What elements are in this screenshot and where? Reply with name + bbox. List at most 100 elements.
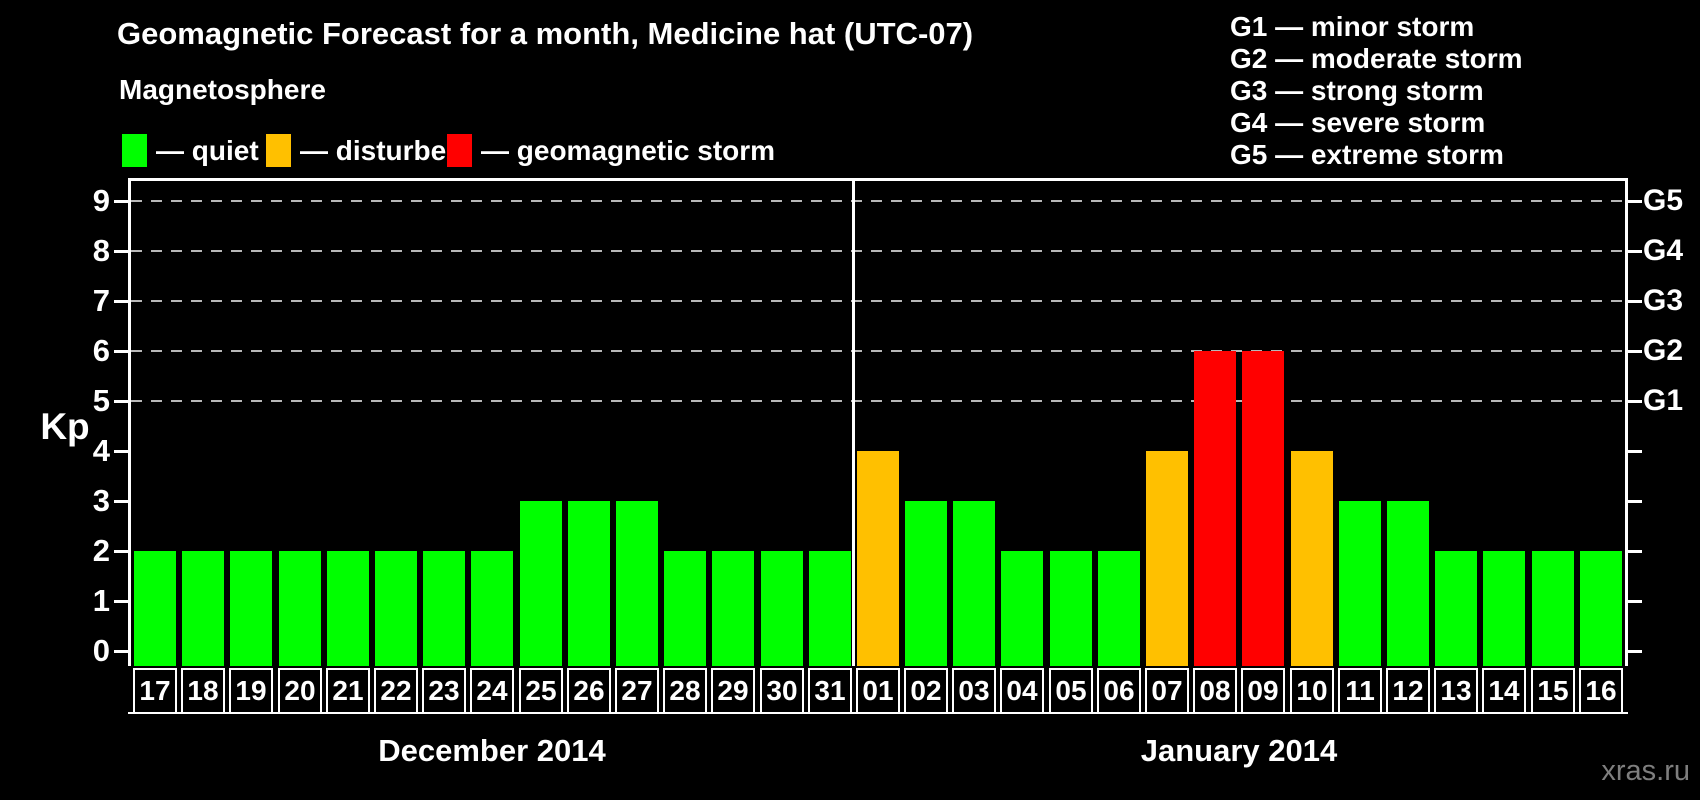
gridline-kp8 xyxy=(131,250,1625,252)
day-label-box: 30 xyxy=(760,668,804,714)
y-tick-left xyxy=(114,650,128,653)
g-level-label-g2: G2 xyxy=(1643,334,1684,367)
y-tick-label: 4 xyxy=(92,433,110,468)
g-level-label-g5: G5 xyxy=(1643,184,1684,217)
y-tick-right xyxy=(1628,550,1642,553)
y-tick-right xyxy=(1628,250,1642,253)
day-label-box: 28 xyxy=(663,668,707,714)
day-label-box: 17 xyxy=(133,668,177,714)
day-label-box: 31 xyxy=(808,668,852,714)
y-tick-label: 2 xyxy=(92,533,110,568)
plot-border-left xyxy=(128,178,131,666)
storm-scale-line: G1 — minor storm xyxy=(1230,11,1475,42)
kp-bar-30 xyxy=(761,551,803,666)
y-tick-right xyxy=(1628,500,1642,503)
y-tick-left xyxy=(114,600,128,603)
kp-bar-03 xyxy=(953,501,995,666)
month-label: January 2014 xyxy=(1140,733,1338,768)
y-tick-label: 3 xyxy=(92,483,110,518)
day-label-box: 09 xyxy=(1241,668,1285,714)
day-label-box: 18 xyxy=(181,668,225,714)
plot-border-right xyxy=(1625,178,1628,666)
legend-item-label: — disturbed xyxy=(300,135,464,166)
kp-bar-08 xyxy=(1194,351,1236,666)
day-label-box: 02 xyxy=(904,668,948,714)
y-tick-label: 9 xyxy=(92,183,110,218)
day-label-box: 06 xyxy=(1097,668,1141,714)
kp-bar-24 xyxy=(471,551,513,666)
kp-bar-19 xyxy=(230,551,272,666)
day-label-box: 21 xyxy=(326,668,370,714)
day-label-box: 23 xyxy=(422,668,466,714)
kp-bar-18 xyxy=(182,551,224,666)
kp-bar-11 xyxy=(1339,501,1381,666)
day-label-box: 10 xyxy=(1290,668,1334,714)
plot-border-top xyxy=(128,178,1628,181)
y-tick-label: 6 xyxy=(92,333,110,368)
kp-bar-09 xyxy=(1242,351,1284,666)
y-tick-left xyxy=(114,400,128,403)
gridline-kp6 xyxy=(131,350,1625,352)
kp-bar-23 xyxy=(423,551,465,666)
kp-bar-07 xyxy=(1146,451,1188,666)
watermark: xras.ru xyxy=(1601,755,1690,787)
day-label-box: 15 xyxy=(1531,668,1575,714)
month-label: December 2014 xyxy=(378,733,606,768)
day-label-box: 20 xyxy=(278,668,322,714)
y-tick-right xyxy=(1628,350,1642,353)
magnetosphere-heading: Magnetosphere xyxy=(119,74,326,105)
kp-bar-28 xyxy=(664,551,706,666)
kp-bar-02 xyxy=(905,501,947,666)
legend-swatch-storm xyxy=(447,134,472,167)
kp-bar-22 xyxy=(375,551,417,666)
kp-bar-29 xyxy=(712,551,754,666)
kp-bar-06 xyxy=(1098,551,1140,666)
day-label-box: 03 xyxy=(952,668,996,714)
y-tick-left xyxy=(114,200,128,203)
storm-scale-line: G3 — strong storm xyxy=(1230,75,1484,106)
y-tick-right xyxy=(1628,600,1642,603)
storm-scale-line: G4 — severe storm xyxy=(1230,107,1486,138)
y-tick-left xyxy=(114,300,128,303)
kp-bar-04 xyxy=(1001,551,1043,666)
day-label-box: 01 xyxy=(856,668,900,714)
gridline-kp7 xyxy=(131,300,1625,302)
kp-bar-25 xyxy=(520,501,562,666)
gridline-kp9 xyxy=(131,200,1625,202)
y-tick-right xyxy=(1628,400,1642,403)
y-tick-right xyxy=(1628,300,1642,303)
month-separator xyxy=(852,181,855,666)
kp-axis-label: Kp xyxy=(40,406,90,447)
kp-bar-27 xyxy=(616,501,658,666)
kp-bar-13 xyxy=(1435,551,1477,666)
day-label-box: 04 xyxy=(1000,668,1044,714)
y-tick-label: 0 xyxy=(92,633,110,668)
y-tick-label: 1 xyxy=(92,583,110,618)
legend-swatch-disturbed xyxy=(266,134,291,167)
day-label-box: 05 xyxy=(1049,668,1093,714)
chart-title: Geomagnetic Forecast for a month, Medici… xyxy=(117,16,974,51)
storm-scale-line: G5 — extreme storm xyxy=(1230,139,1504,170)
g-level-label-g1: G1 xyxy=(1643,384,1684,417)
day-label-box: 22 xyxy=(374,668,418,714)
y-tick-left xyxy=(114,450,128,453)
kp-bar-14 xyxy=(1483,551,1525,666)
storm-scale-legend: G1 — minor storm G2 — moderate storm G3 — … xyxy=(1230,11,1523,171)
legend-item-label: — quiet xyxy=(156,135,259,166)
y-tick-left xyxy=(114,550,128,553)
y-tick-left xyxy=(114,250,128,253)
storm-scale-line: G2 — moderate storm xyxy=(1230,43,1523,74)
kp-bar-05 xyxy=(1050,551,1092,666)
y-tick-right xyxy=(1628,200,1642,203)
kp-bar-26 xyxy=(568,501,610,666)
day-label-box: 07 xyxy=(1145,668,1189,714)
day-label-box: 25 xyxy=(519,668,563,714)
g-level-label-g3: G3 xyxy=(1643,284,1684,317)
y-tick-label: 5 xyxy=(92,383,110,418)
y-tick-left xyxy=(114,350,128,353)
y-tick-left xyxy=(114,500,128,503)
y-tick-label: 7 xyxy=(92,283,110,318)
kp-bar-12 xyxy=(1387,501,1429,666)
kp-bar-10 xyxy=(1291,451,1333,666)
kp-bar-17 xyxy=(134,551,176,666)
